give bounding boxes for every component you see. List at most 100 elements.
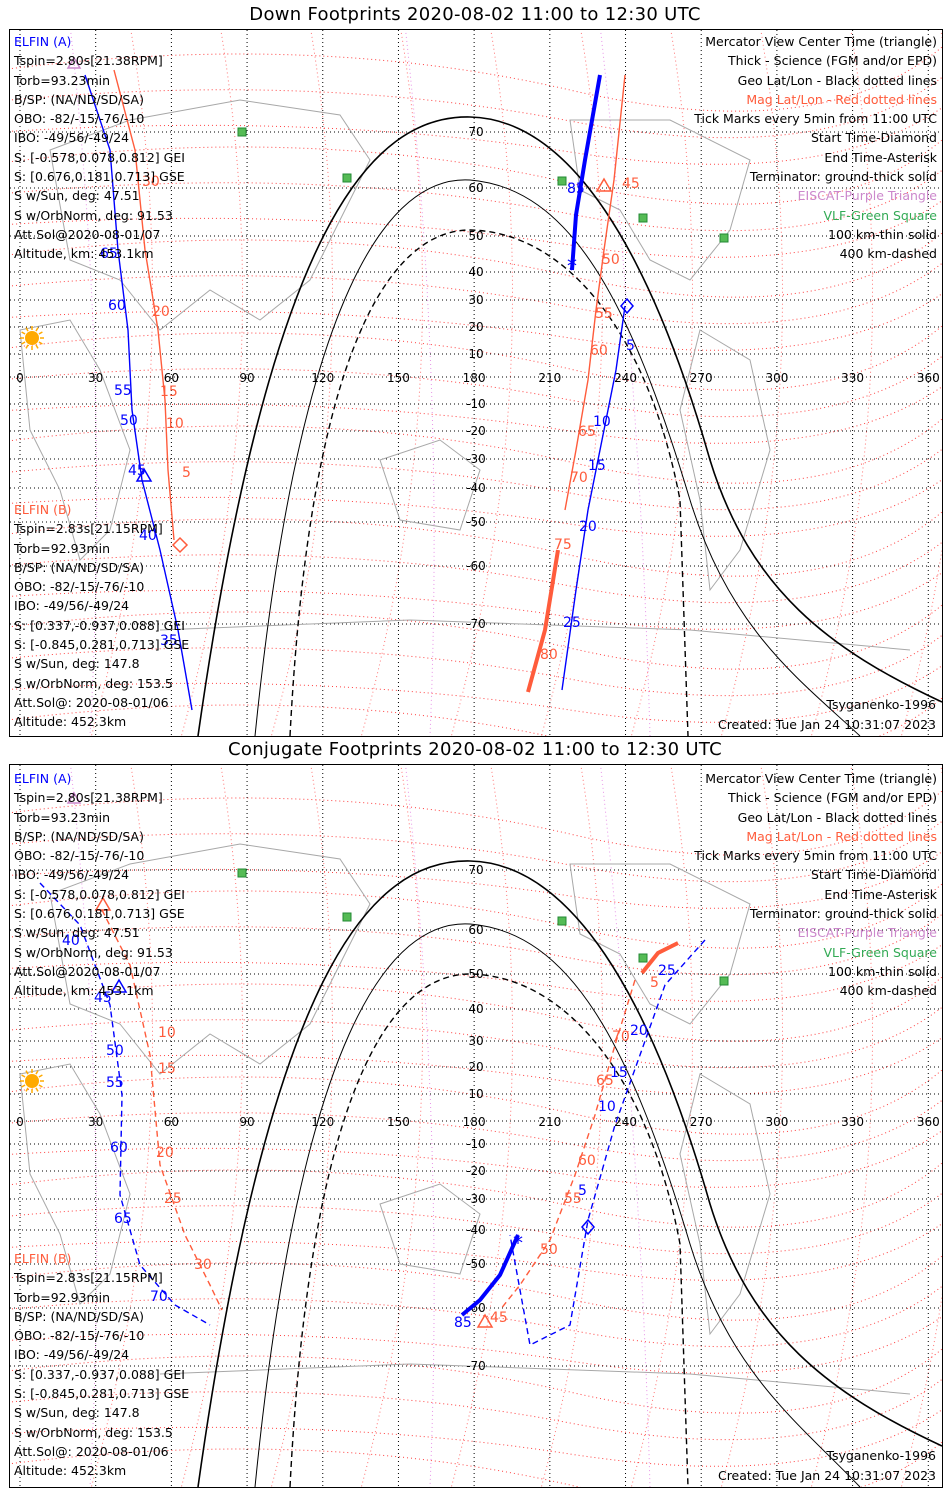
elfin-b-line: B/SP: (NA/ND/SD/SA) bbox=[14, 1308, 144, 1324]
legend-item: Terminator: ground-thick solid bbox=[749, 169, 937, 185]
elfin-a-line: Altitude, km: 453.1km bbox=[14, 983, 154, 999]
lon-tick-label: 270 bbox=[690, 1115, 713, 1129]
elfin-b-tick-label: 25 bbox=[164, 1191, 182, 1207]
elfin-b-line: S w/Sun, deg: 147.8 bbox=[14, 656, 140, 672]
sun-ray bbox=[38, 331, 43, 335]
elfin-a-tick-label: 85 bbox=[454, 1315, 472, 1331]
lat-tick-label: -10 bbox=[466, 1137, 486, 1151]
lat-tick-label: -70 bbox=[466, 1359, 486, 1373]
lon-tick-label: 60 bbox=[164, 371, 179, 385]
center-time-triangle bbox=[135, 467, 153, 482]
green-square-icon bbox=[719, 233, 729, 243]
elfin-a-tick-label: 60 bbox=[110, 1140, 128, 1156]
mag-lat-line bbox=[10, 76, 942, 139]
sun-ray bbox=[35, 327, 39, 332]
mag-lat-line bbox=[10, 1130, 942, 1188]
mag-lat-line bbox=[10, 820, 942, 883]
lon-tick-label: 150 bbox=[387, 371, 410, 385]
elfin-a-tick-label: 40 bbox=[139, 528, 157, 544]
green-square-icon bbox=[638, 213, 648, 223]
elfin-b-tick-label: 20 bbox=[156, 1145, 174, 1161]
legend-item: Thick - Science (FGM and/or EPD) bbox=[728, 53, 937, 69]
lon-tick-label: 330 bbox=[841, 1115, 864, 1129]
sun-ray bbox=[38, 1074, 43, 1078]
lon-tick-label: 360 bbox=[917, 1115, 940, 1129]
legend-item: Mercator View Center Time (triangle) bbox=[705, 34, 937, 49]
elfin-a-line: S: [-0.578,0.078,0.812] GEI bbox=[14, 149, 185, 165]
continent-outline bbox=[159, 619, 911, 651]
mag-lat-line bbox=[10, 665, 942, 723]
lat-tick-label: -20 bbox=[466, 424, 486, 438]
elfin-a-line: S w/Sun, deg: 47.51 bbox=[14, 925, 140, 941]
lat-tick-label: 50 bbox=[468, 229, 483, 243]
mag-lat-line bbox=[10, 107, 942, 165]
lon-tick-label: 240 bbox=[614, 371, 637, 385]
legend-item: EISCAT-Purple Triangle bbox=[797, 188, 937, 204]
elfin-b-info: ELFIN (B) Tspin=2.83s[21.15RPM] Torb=92.… bbox=[14, 1249, 189, 1481]
panel-1-title: Down Footprints 2020-08-02 11:00 to 12:3… bbox=[249, 4, 701, 25]
elfin-b-science-track bbox=[640, 941, 679, 975]
green-square-icon bbox=[557, 916, 567, 926]
elfin-b-line: Tspin=2.83s[21.15RPM] bbox=[14, 1270, 163, 1286]
continent-outline bbox=[569, 863, 751, 1025]
model-label: Tsyganenko-1996 bbox=[826, 1448, 936, 1463]
elfin-b-line: Tspin=2.83s[21.15RPM] bbox=[14, 521, 163, 537]
elfin-b-track bbox=[564, 74, 626, 511]
lon-tick-label: 300 bbox=[765, 1115, 788, 1129]
sun-ray bbox=[21, 1074, 26, 1078]
elfin-b-tick-label: 45 bbox=[490, 1310, 508, 1326]
terminator-100km bbox=[254, 179, 861, 736]
continent-outline bbox=[569, 119, 751, 281]
elfin-b-line: S w/Sun, deg: 147.8 bbox=[14, 1405, 140, 1421]
elfin-b-line: S w/OrbNorm, deg: 153.5 bbox=[14, 675, 173, 691]
lat-tick-label: -20 bbox=[466, 1164, 486, 1178]
continent-outline bbox=[159, 1363, 911, 1395]
elfin-a-tick-label: 70 bbox=[150, 1289, 168, 1305]
elfin-b-line: B/SP: (NA/ND/SD/SA) bbox=[14, 559, 144, 575]
elfin-a-line: Torb=93.23min bbox=[14, 809, 111, 825]
mag-meridian-line bbox=[70, 765, 98, 1487]
lat-tick-label: 10 bbox=[468, 347, 483, 361]
sun-disc bbox=[25, 331, 39, 345]
mag-lat-line bbox=[10, 1285, 942, 1348]
continent-outline bbox=[19, 319, 131, 561]
center-time-triangle bbox=[110, 978, 128, 993]
elfin-a-line: Altitude, km: 453.1km bbox=[14, 246, 154, 262]
continent-outline bbox=[19, 1063, 131, 1305]
mag-lat-line bbox=[10, 200, 942, 258]
legend-item: 400 km-dashed bbox=[839, 983, 937, 999]
elfin-a-tick-label: 50 bbox=[120, 413, 138, 429]
elfin-a-science-track bbox=[570, 74, 602, 271]
mag-lat-line bbox=[10, 1099, 942, 1162]
elfin-a-tick-label: 15 bbox=[610, 1065, 628, 1081]
legend-item: 100 km-thin solid bbox=[828, 226, 937, 242]
elfin-b-line: Att.Sol@: 2020-08-01/06 bbox=[14, 694, 169, 710]
down-footprints-map: 0 30 60 90 120 150 180 210 240 270 300 330 360 70 60 50… bbox=[10, 30, 942, 736]
elfin-b-line: S: [0.337,-0.937,0.088] GEI bbox=[14, 1366, 185, 1382]
legend: Mercator View Center Time (triangle) Thi… bbox=[694, 32, 937, 264]
legend-item: Geo Lat/Lon - Black dotted lines bbox=[737, 72, 937, 88]
continent-outline bbox=[379, 439, 481, 531]
continent-outline bbox=[679, 329, 771, 592]
lat-tick-label: -50 bbox=[466, 515, 486, 529]
elfin-a-tick-label: 10 bbox=[598, 1099, 616, 1115]
elfin-a-tick-label: 65 bbox=[114, 1211, 132, 1227]
legend-item: EISCAT-Purple Triangle bbox=[797, 925, 937, 941]
center-time-triangle bbox=[595, 177, 613, 192]
end-asterisk: * bbox=[513, 1231, 523, 1255]
lat-tick-label: 60 bbox=[468, 923, 483, 937]
mag-lat-line bbox=[10, 1409, 942, 1467]
legend-item: Thick - Science (FGM and/or EPD) bbox=[728, 790, 937, 806]
elfin-b-line: S: [0.337,-0.937,0.088] GEI bbox=[14, 617, 185, 633]
legend-item: 100 km-thin solid bbox=[828, 963, 937, 979]
center-time-triangle bbox=[94, 896, 112, 911]
elfin-b-line: Altitude: 452.3km bbox=[14, 714, 127, 730]
elfin-b-tick-label: 5 bbox=[182, 465, 191, 481]
lat-tick-label: 20 bbox=[468, 1060, 483, 1074]
start-diamond bbox=[171, 536, 189, 554]
sun-disc bbox=[25, 1074, 39, 1088]
legend-item: Tick Marks every 5min from 11:00 UTC bbox=[694, 848, 937, 864]
mag-lat-line bbox=[10, 293, 942, 351]
elfin-a-line: B/SP: (NA/ND/SD/SA) bbox=[14, 828, 144, 844]
elfin-b-tick-label: 55 bbox=[564, 1191, 582, 1207]
